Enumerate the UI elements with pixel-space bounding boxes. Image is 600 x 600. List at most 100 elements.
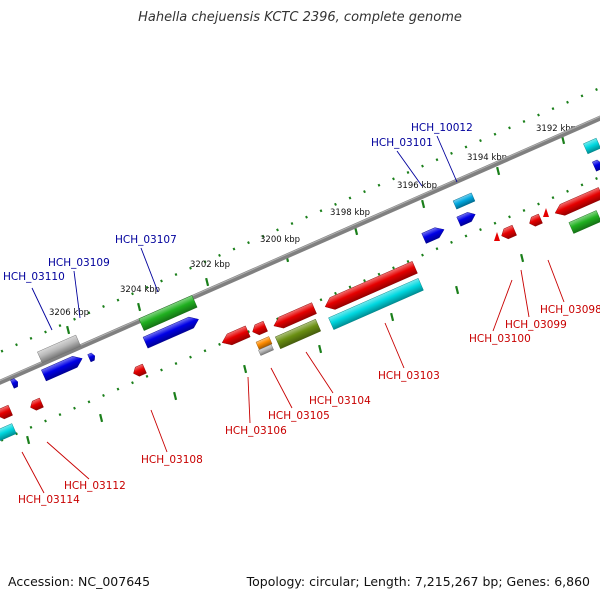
upper-tick-dot (102, 304, 105, 308)
gene-hch03103[interactable] (323, 261, 418, 312)
upper-tick-dot (580, 94, 584, 98)
gene-label-hch-03114[interactable]: HCH_03114 (18, 494, 80, 506)
gene-red-left[interactable] (0, 404, 13, 421)
major-tick-mark (137, 302, 142, 312)
lower-tick-dot (537, 202, 540, 206)
lower-tick-dot (348, 285, 352, 289)
upper-tick-dot (595, 88, 598, 92)
label-leader-line (492, 279, 513, 332)
gene-blue-mid[interactable] (421, 225, 447, 244)
upper-tick-dot (493, 132, 497, 136)
upper-tick-dot (392, 177, 395, 181)
gene-hch03107-green[interactable] (138, 295, 198, 331)
lower-tick-dot (29, 425, 33, 429)
lower-tick-dot (464, 234, 468, 238)
gene-label-hch-03104[interactable]: HCH_03104 (309, 395, 371, 407)
gene-label-hch-03106[interactable]: HCH_03106 (225, 425, 287, 437)
gene-hch03103-cyan[interactable] (328, 278, 424, 330)
gene-tiny-red-1[interactable] (494, 232, 500, 241)
label-leader-line (140, 247, 159, 293)
upper-tick-dot (174, 273, 178, 277)
major-tick-mark (205, 277, 210, 287)
gene-blue-arrow-small[interactable] (87, 352, 97, 363)
gene-label-hch-03105[interactable]: HCH_03105 (268, 410, 330, 422)
upper-tick-dot (551, 107, 555, 111)
gene-red-right[interactable] (568, 210, 600, 234)
major-tick-mark (66, 325, 71, 335)
tick-label: 3198 kbp (330, 208, 370, 218)
gene-blue-arrow-left[interactable] (10, 378, 19, 389)
backbone-highlight (0, 116, 600, 382)
gene-hch03108[interactable] (131, 363, 147, 378)
gene-hch03098[interactable] (553, 187, 600, 218)
lower-tick-dot (522, 208, 526, 212)
lower-tick-dot (319, 298, 323, 302)
lower-tick-dot (421, 253, 424, 257)
upper-tick-dot (87, 311, 91, 315)
label-leader-line (384, 322, 405, 369)
lower-tick-dot (377, 272, 381, 276)
gene-cyan-topright[interactable] (583, 137, 600, 155)
accession-text: Accession: NC_007645 (8, 574, 151, 589)
gene-gray-small[interactable] (258, 344, 274, 356)
upper-tick-dot (44, 330, 47, 334)
gene-tiny-red-0[interactable] (543, 208, 549, 217)
gene-orange[interactable] (255, 336, 273, 350)
gene-cyan-left[interactable] (0, 423, 17, 443)
gene-hch03104[interactable] (274, 318, 322, 350)
gene-hch03101-block[interactable] (456, 210, 478, 227)
lower-tick-dot (450, 240, 453, 244)
tick-label: 3192 kbp (536, 124, 576, 134)
gene-hch03107-blue[interactable] (142, 314, 201, 349)
gene-layer (0, 137, 600, 443)
gene-label-hch-03100[interactable]: HCH_03100 (469, 333, 531, 345)
lower-tick-dot (566, 189, 569, 193)
lower-tick-dot (479, 228, 482, 232)
lower-tick-dot (145, 374, 149, 378)
gene-hch10012[interactable] (452, 192, 476, 210)
gene-label-hch-10012[interactable]: HCH_10012 (411, 122, 473, 134)
gene-label-hch-03112[interactable]: HCH_03112 (64, 480, 126, 492)
genome-backbone (0, 115, 600, 385)
upper-tick-dot (464, 145, 468, 149)
upper-tick-dot (421, 164, 424, 168)
gene-small-red-c[interactable] (250, 320, 268, 337)
major-tick-mark (421, 199, 426, 209)
upper-tick-dot (232, 247, 236, 251)
gene-hch03109-gray[interactable] (37, 334, 81, 364)
upper-tick-dot (247, 241, 250, 245)
upper-tick-dot (145, 285, 149, 289)
gene-blue-topright[interactable] (592, 159, 600, 172)
label-leader-line (46, 441, 90, 480)
gene-small-red-b[interactable] (499, 224, 517, 241)
gene-label-hch-03103[interactable]: HCH_03103 (378, 370, 440, 382)
gene-hch03105[interactable] (271, 302, 317, 332)
lower-tick-dot (58, 413, 62, 417)
tick-layer: 3192 kbp 3194 kbp 3196 kbp 3198 kbp 3200 kbp… (0, 88, 598, 445)
upper-tick-dot (305, 215, 308, 219)
gene-label-hch-03099[interactable]: HCH_03099 (505, 319, 567, 331)
tick-label: 3206 kbp (49, 308, 89, 318)
label-leader-line (150, 409, 168, 453)
label-layer: HCH_10012 HCH_03101 HCH_03107 HCH_03109 HCH_… (3, 122, 600, 506)
gene-small-red-a[interactable] (527, 213, 543, 228)
lower-tick-dot (595, 177, 598, 181)
label-leader-line (21, 451, 45, 494)
gene-label-hch-03107[interactable]: HCH_03107 (115, 234, 177, 246)
gene-label-hch-03110[interactable]: HCH_03110 (3, 271, 65, 283)
gene-label-hch-03109[interactable]: HCH_03109 (48, 257, 110, 269)
gene-hch03106[interactable] (220, 325, 251, 348)
major-tick-mark (561, 135, 566, 145)
major-tick-mark (173, 391, 178, 401)
gene-label-hch-03101[interactable]: HCH_03101 (371, 137, 433, 149)
upper-tick-dot (348, 196, 352, 200)
major-tick-mark (455, 285, 460, 295)
gene-label-hch-03098[interactable]: HCH_03098 (540, 304, 600, 316)
gene-hch03112[interactable] (28, 397, 44, 412)
gene-label-hch-03108[interactable]: HCH_03108 (141, 454, 203, 466)
gene-hch03110-blue[interactable] (41, 353, 84, 382)
lower-tick-dot (174, 362, 178, 366)
major-tick-mark (496, 166, 501, 176)
upper-tick-dot (290, 222, 294, 226)
